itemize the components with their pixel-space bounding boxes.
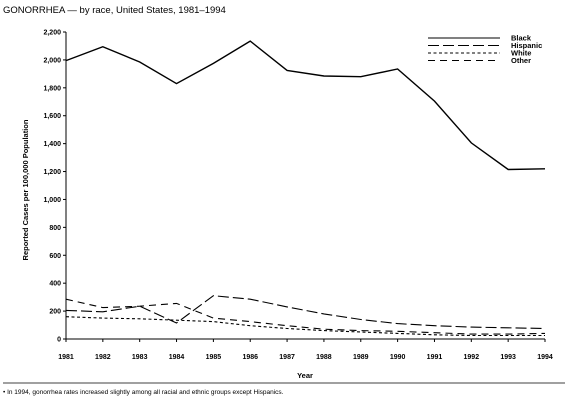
series-line-white bbox=[65, 316, 545, 337]
y-tick-label: 1,600 bbox=[43, 113, 61, 120]
series-line-hispanic bbox=[65, 295, 546, 330]
legend-label-black: Black bbox=[511, 34, 532, 43]
y-tick-label: 600 bbox=[49, 253, 61, 260]
x-tick-label: 1990 bbox=[390, 354, 406, 361]
y-tick-label: 800 bbox=[49, 225, 61, 232]
legend-label-hispanic: Hispanic bbox=[511, 41, 542, 50]
x-tick-label: 1992 bbox=[464, 354, 480, 361]
x-axis-label: Year bbox=[297, 371, 313, 380]
y-tick-label: 2,000 bbox=[43, 57, 61, 64]
x-tick-label: 1989 bbox=[353, 354, 369, 361]
x-tick-label: 1993 bbox=[500, 354, 516, 361]
y-tick-label: 1,000 bbox=[43, 197, 61, 204]
x-tick-label: 1982 bbox=[95, 354, 111, 361]
series-line-black bbox=[65, 40, 546, 171]
x-tick-label: 1981 bbox=[58, 354, 74, 361]
x-tick-label: 1988 bbox=[316, 354, 332, 361]
y-axis-label: Reported Cases per 100,000 Population bbox=[21, 119, 30, 260]
y-tick-label: 1,200 bbox=[43, 169, 61, 176]
y-tick-label: 0 bbox=[57, 337, 61, 344]
y-tick-label: 1,400 bbox=[43, 141, 61, 148]
x-tick-label: 1994 bbox=[537, 354, 553, 361]
x-tick-label: 1984 bbox=[169, 354, 185, 361]
x-tick-label: 1983 bbox=[132, 354, 148, 361]
x-tick-label: 1987 bbox=[279, 354, 295, 361]
series-lines bbox=[65, 40, 546, 337]
x-tick-label: 1991 bbox=[427, 354, 443, 361]
series-line-other bbox=[65, 298, 546, 335]
x-ticks: 1981 1982 1983 1984 1985 1986 1987 1988 1989 1990… bbox=[58, 339, 553, 361]
y-tick-label: 200 bbox=[49, 309, 61, 316]
footnote: • In 1994, gonorrhea rates increased sli… bbox=[3, 389, 284, 396]
legend-label-other: Other bbox=[511, 56, 531, 65]
y-tick-label: 1,800 bbox=[43, 85, 61, 92]
y-tick-label: 400 bbox=[49, 281, 61, 288]
x-tick-label: 1985 bbox=[206, 354, 222, 361]
chart-title: GONORRHEA — by race, United States, 1981… bbox=[3, 5, 226, 16]
y-ticks: 0 200 400 600 800 1,000 1,200 1,400 1,600 1,800 2,… bbox=[43, 30, 66, 344]
legend-label-white: White bbox=[511, 49, 531, 58]
x-tick-label: 1986 bbox=[242, 354, 258, 361]
y-tick-label: 2,200 bbox=[43, 30, 61, 37]
